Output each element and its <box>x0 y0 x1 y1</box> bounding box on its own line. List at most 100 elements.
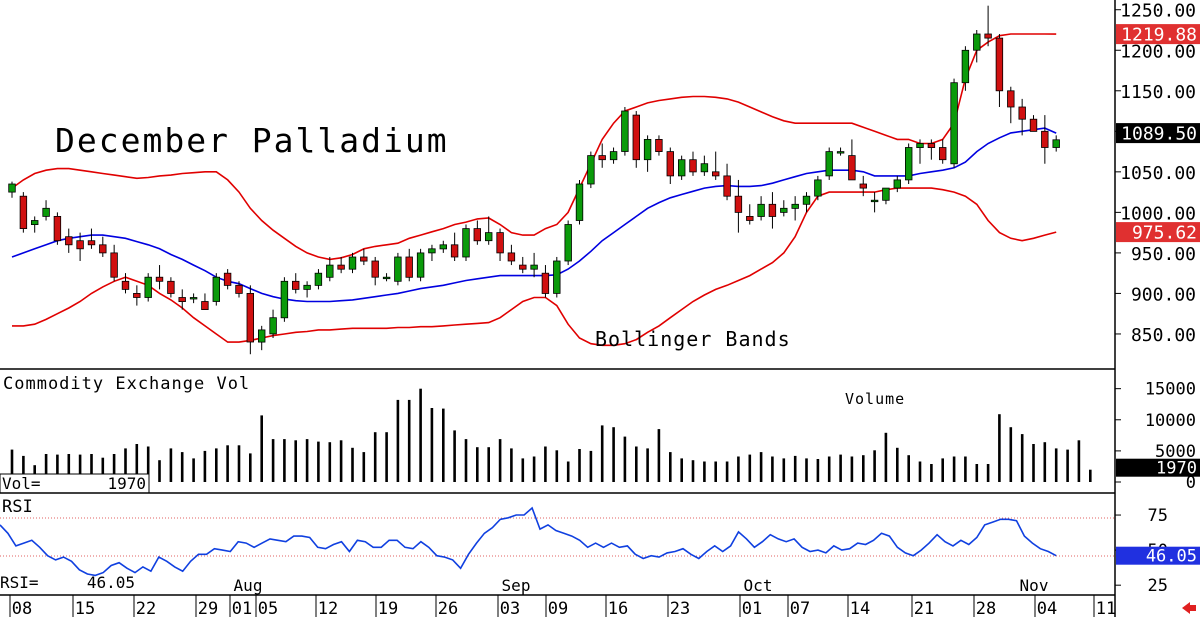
chart-title: December Palladium <box>55 121 449 160</box>
candle-body <box>564 224 572 262</box>
candle <box>666 147 674 184</box>
date-axis-day-label: 28 <box>976 599 996 617</box>
volume-bar <box>419 388 422 482</box>
candle-body <box>905 147 913 181</box>
candlesticks <box>8 5 1060 355</box>
candle <box>950 78 958 168</box>
volume-bar <box>283 439 286 482</box>
volume-bar <box>635 446 638 482</box>
candle <box>53 212 62 245</box>
bollinger-label: Bollinger Bands <box>595 327 791 351</box>
date-axis-day-label: 12 <box>318 599 338 617</box>
volume-label: Volume <box>845 390 905 408</box>
rsi-readout-value: 46.05 <box>87 573 135 592</box>
candle <box>598 143 606 168</box>
candle <box>269 309 277 339</box>
volume-bar <box>56 454 59 482</box>
volume-bar <box>759 452 763 482</box>
volume-bar <box>1066 449 1069 482</box>
candle <box>712 151 720 180</box>
volume-bar <box>498 439 502 482</box>
candle-body <box>87 240 96 246</box>
candle <box>587 151 595 189</box>
volume-last-bg <box>1116 458 1200 477</box>
candle-body <box>802 195 811 205</box>
volume-bar <box>532 456 536 482</box>
candle-body <box>223 272 232 286</box>
candle <box>121 273 130 294</box>
candle <box>939 139 947 164</box>
candle <box>394 252 402 286</box>
candle <box>519 256 527 274</box>
volume-bar <box>22 455 25 482</box>
price-axis-tick-label: 950.00 <box>1131 244 1196 265</box>
volume-bar <box>249 453 252 482</box>
volume-bar <box>124 448 127 482</box>
candle-body <box>825 151 833 177</box>
candle-body <box>734 195 743 213</box>
volume-bar <box>135 444 139 482</box>
candle <box>235 281 243 298</box>
candle-body <box>212 276 220 302</box>
candle <box>1052 135 1060 152</box>
candle <box>201 293 209 311</box>
scroll-left-button[interactable] <box>1170 599 1198 615</box>
candle-body <box>484 232 493 242</box>
volume-bar <box>918 461 922 482</box>
candle-body <box>473 228 481 242</box>
candle <box>791 196 799 221</box>
date-axis-day-label: 16 <box>608 599 628 617</box>
candle <box>575 179 584 225</box>
candle-body <box>394 256 402 282</box>
volume-bar <box>180 452 184 482</box>
candle-body <box>575 183 584 221</box>
volume-bar <box>623 436 627 482</box>
volume-bar <box>260 415 263 482</box>
candle <box>689 151 697 176</box>
candle <box>995 34 1004 107</box>
volume-bar <box>90 454 93 482</box>
candle <box>8 181 16 198</box>
volume-bar <box>510 448 513 482</box>
price-axis-tick-label: 1050.00 <box>1120 163 1196 184</box>
candle-body <box>382 276 391 280</box>
candle-body <box>439 244 447 250</box>
rsi-axis-tick-label: 25 <box>1148 576 1168 596</box>
candle-body <box>201 301 209 311</box>
candle <box>223 269 232 290</box>
volume-bar <box>805 458 808 482</box>
date-axis-day-label: 29 <box>198 599 218 617</box>
candle <box>484 216 493 245</box>
price-axis-tick-label: 1200.00 <box>1120 41 1196 62</box>
volume-bar <box>862 455 865 482</box>
candle <box>814 175 822 201</box>
candle-body <box>893 179 901 189</box>
candle-body <box>723 175 731 197</box>
candle <box>178 289 186 310</box>
volume-bar <box>600 425 604 482</box>
volume-bar <box>1077 440 1081 482</box>
volume-bar <box>850 456 854 482</box>
volume-bar <box>67 454 71 482</box>
candle <box>280 277 289 322</box>
candle-body <box>30 220 39 225</box>
candle-body <box>757 203 765 217</box>
candle <box>246 285 254 355</box>
date-axis-day-label: 23 <box>670 599 690 617</box>
candle-body <box>235 284 243 294</box>
volume-bar <box>203 450 207 482</box>
date-axis-day-label: 09 <box>548 599 568 617</box>
date-axis-day-label: 05 <box>258 599 278 617</box>
volume-bar <box>112 454 116 482</box>
volume-bar <box>476 447 479 482</box>
candle-body <box>632 114 640 161</box>
candle <box>848 139 856 181</box>
candle-body <box>927 143 936 148</box>
candle <box>19 192 28 233</box>
candle-body <box>405 256 413 278</box>
candle <box>314 269 323 290</box>
volume-readout-value: 1970 <box>107 474 146 493</box>
candle <box>836 147 845 156</box>
volume-bar <box>1032 444 1035 482</box>
